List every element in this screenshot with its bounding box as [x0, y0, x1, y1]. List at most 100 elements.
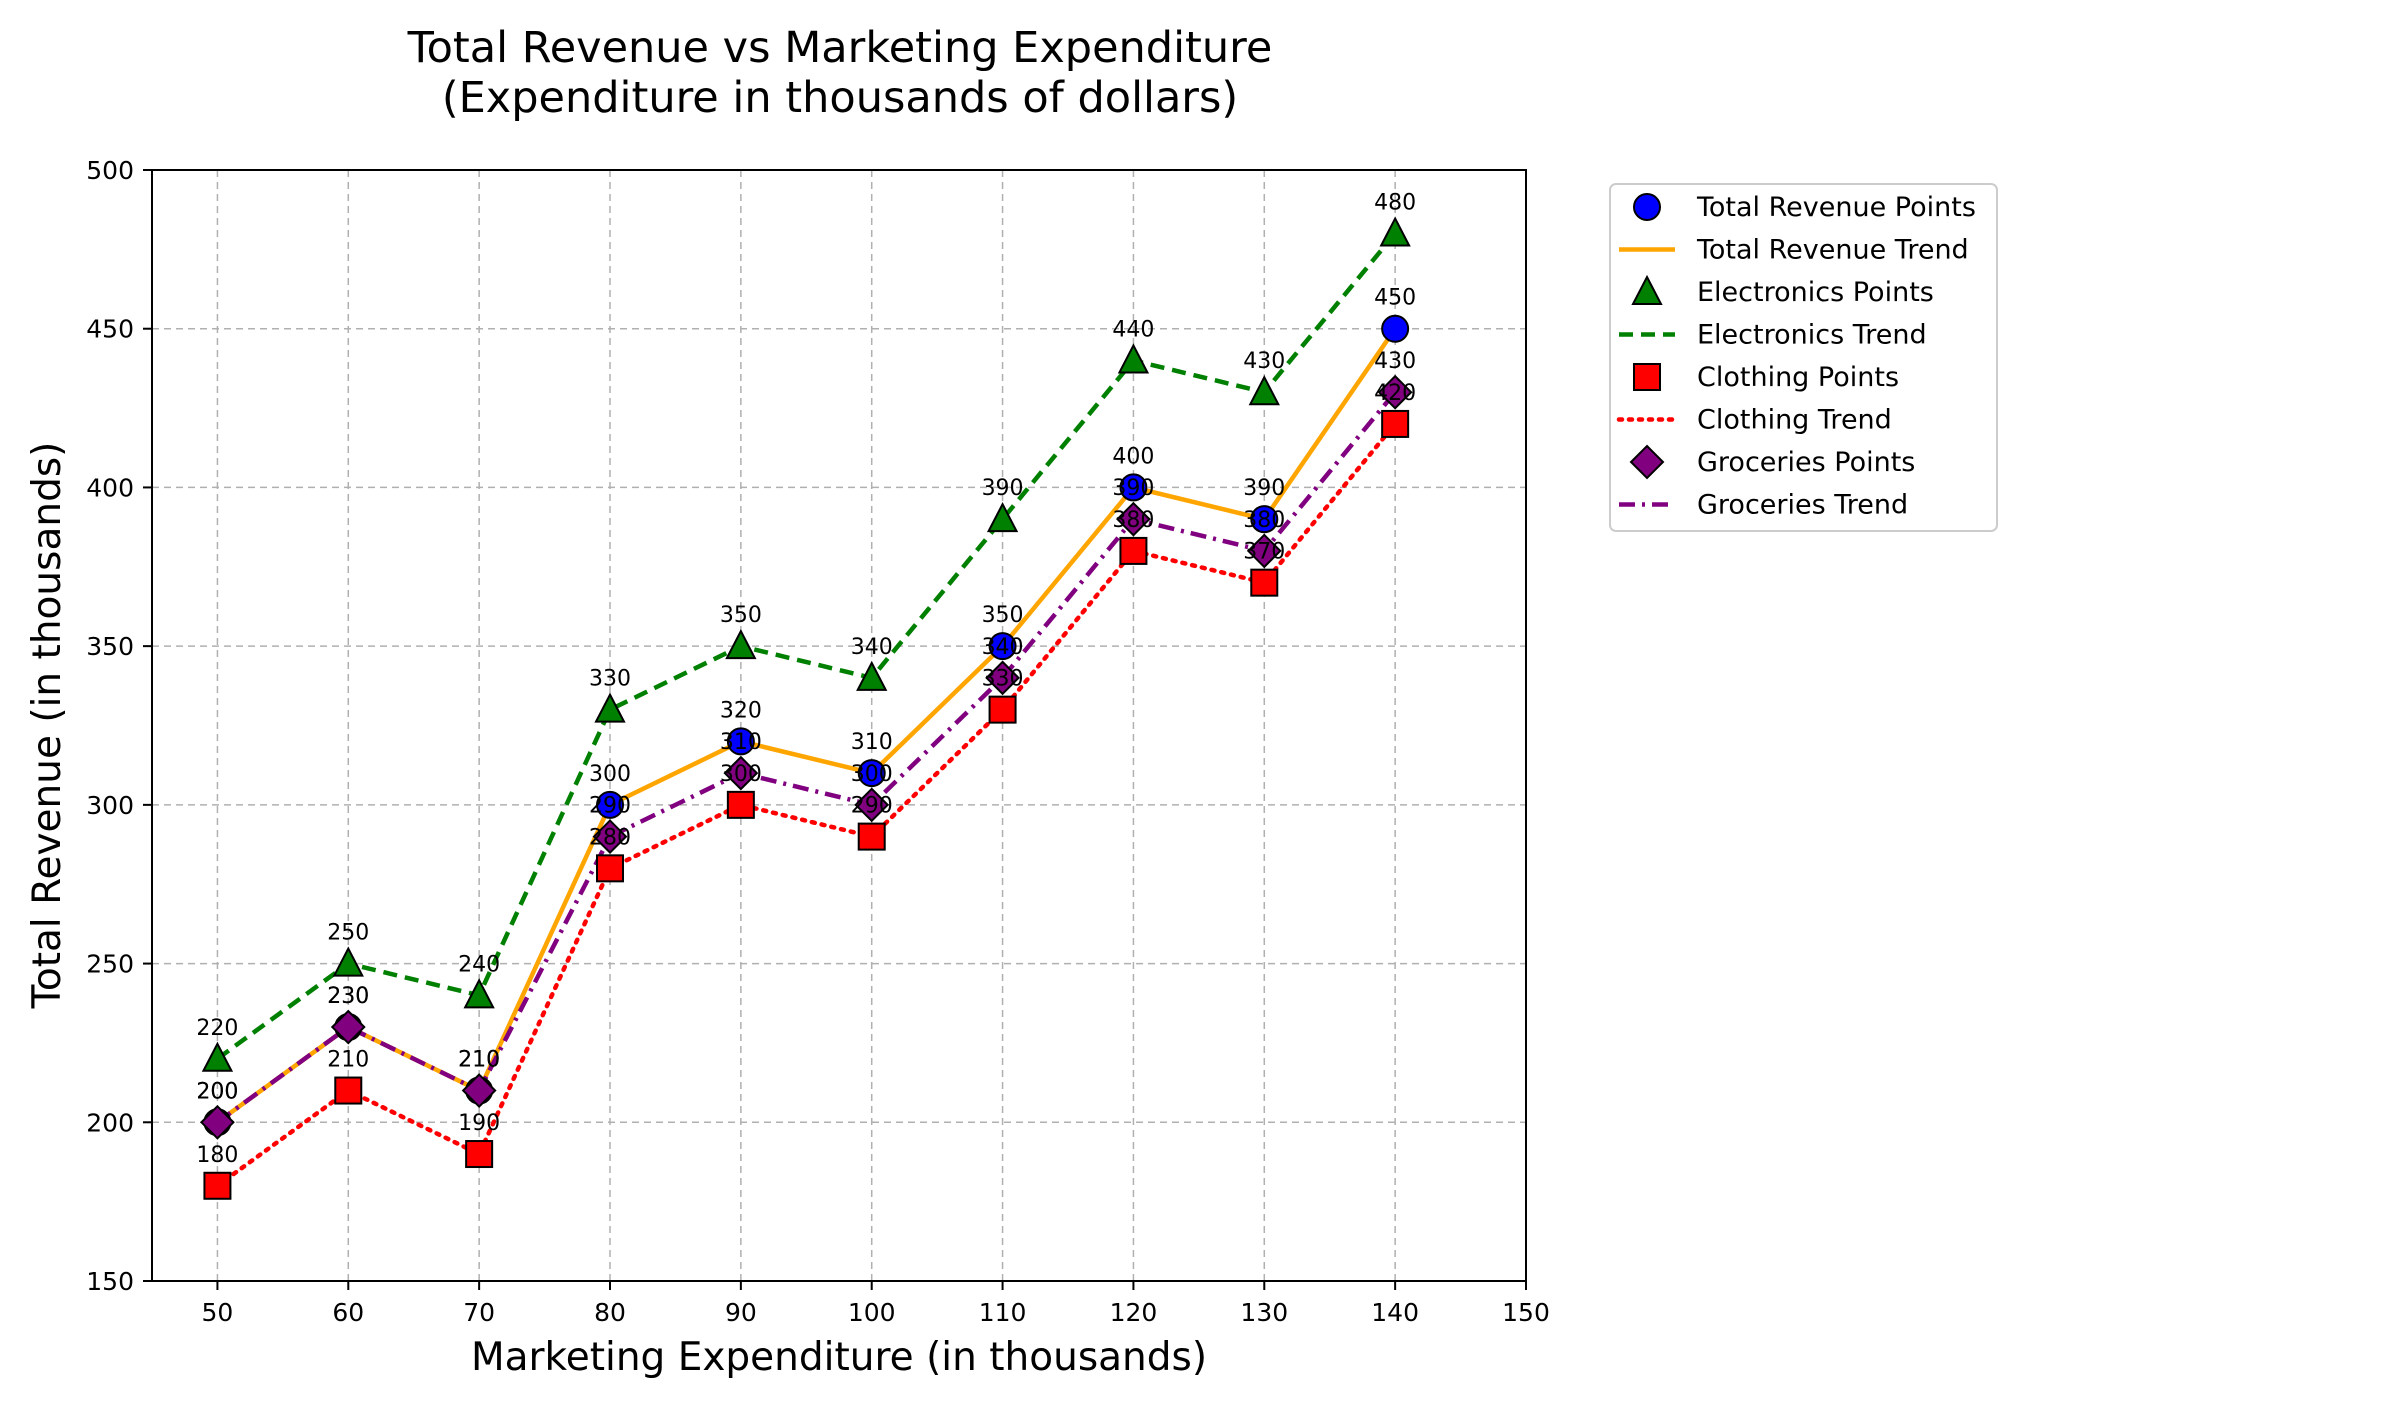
data-points: [200, 216, 1413, 1200]
legend-frame: [1609, 183, 1998, 532]
electronics-value-label: 220: [196, 1016, 238, 1041]
electronics-point: [725, 628, 757, 660]
total-revenue-point: [726, 727, 755, 756]
clothing-point: [857, 822, 886, 851]
x-tick-label: 110: [979, 1298, 1027, 1327]
total-revenue-value-label: 310: [851, 730, 893, 755]
x-tick-label: 50: [202, 1298, 234, 1327]
data-labels: 200 230 210 300 320 310 350 400 390 450 220 250 240 3…: [196, 190, 1416, 1167]
total-revenue-value-label: 390: [1243, 476, 1285, 501]
electronics-value-label: 350: [720, 603, 762, 628]
clothing-value-label: 290: [851, 794, 893, 819]
total-revenue-point: [857, 759, 886, 788]
groceries-value-label: 230: [327, 984, 369, 1009]
clothing-point: [1250, 568, 1279, 597]
clothing-point: [1381, 409, 1410, 438]
total-revenue-point: [596, 790, 624, 819]
groceries-point: [985, 660, 1020, 696]
groceries-value-label: 340: [982, 635, 1024, 660]
electronics-value-label: 330: [589, 667, 631, 692]
total-revenue-value-label: 210: [458, 1048, 500, 1073]
clothing-value-label: 330: [982, 667, 1024, 692]
legend: Total Revenue Points Total Revenue Trend E…: [1609, 183, 1998, 532]
groceries-value-label: 430: [1374, 349, 1416, 374]
x-tick-label: 70: [463, 1298, 495, 1327]
clothing-point: [203, 1171, 232, 1200]
chart-title-line-2: (Expenditure in thousands of dollars): [442, 73, 1238, 123]
clothing-value-label: 370: [1243, 540, 1285, 565]
x-tick-label: 150: [1502, 1298, 1550, 1327]
total-revenue-value-label: 230: [327, 984, 369, 1009]
groceries-value-label: 300: [851, 762, 893, 787]
groceries-value-label: 310: [720, 730, 762, 755]
y-tick-label: 450: [86, 315, 134, 344]
total-revenue-point: [1119, 473, 1148, 502]
x-tick-label: 60: [332, 1298, 364, 1327]
clothing-value-label: 280: [589, 825, 631, 850]
groceries-value-label: 210: [458, 1048, 500, 1073]
x-tick-label: 90: [725, 1298, 757, 1327]
electronics-point: [1379, 216, 1411, 247]
electronics-point: [201, 1041, 234, 1072]
groceries-point: [592, 819, 628, 855]
clothing-point: [1119, 536, 1148, 565]
electronics-point: [986, 501, 1019, 533]
groceries-point: [200, 1104, 235, 1140]
electronics-value-label: 480: [1374, 190, 1416, 215]
legend-electronics-trend-label: Electronics Trend: [1697, 320, 1927, 351]
total-revenue-value-label: 320: [720, 698, 762, 723]
clothing-point: [726, 790, 755, 819]
groceries-point: [330, 1009, 366, 1045]
electronics-value-label: 440: [1112, 317, 1154, 342]
y-tick-label: 250: [86, 950, 134, 979]
clothing-point: [334, 1076, 363, 1105]
total-revenue-value-label: 350: [982, 603, 1024, 628]
clothing-value-label: 420: [1374, 381, 1416, 406]
groceries-point: [1377, 374, 1413, 410]
groceries-value-label: 390: [1112, 476, 1154, 501]
electronics-trend-line: [216, 232, 1397, 1061]
clothing-value-label: 180: [196, 1143, 238, 1168]
clothing-point: [596, 854, 624, 883]
x-tick-label: 130: [1240, 1298, 1288, 1327]
clothing-trend-line: [215, 421, 1398, 1189]
electronics-value-label: 250: [327, 921, 369, 946]
y-axis-label: Total Revenue (in thousands): [25, 442, 70, 1010]
y-tick-label: 150: [86, 1267, 134, 1296]
groceries-point: [461, 1073, 497, 1108]
legend-clothing-points-marker: [1633, 363, 1661, 391]
total-revenue-point: [1381, 314, 1410, 343]
x-axis-label: Marketing Expenditure (in thousands): [471, 1335, 1207, 1380]
groceries-point: [1246, 533, 1282, 569]
plot-frame: [151, 169, 1527, 1282]
axis-ticks: 50 60 70 80 90 100 110 120 130 140 150 150 200 250 300…: [86, 156, 1550, 1327]
x-tick-label: 120: [1110, 1298, 1158, 1327]
legend-electronics-points-marker: [1631, 274, 1663, 305]
electronics-value-label: 430: [1243, 349, 1285, 374]
groceries-value-label: 380: [1243, 508, 1285, 533]
groceries-point: [1116, 501, 1151, 537]
electronics-value-label: 340: [851, 635, 893, 660]
clothing-value-label: 380: [1112, 508, 1154, 533]
electronics-value-label: 390: [982, 476, 1024, 501]
chart-title-line-1: Total Revenue vs Marketing Expenditure: [407, 23, 1273, 73]
electronics-point: [856, 660, 888, 691]
electronics-value-label: 240: [458, 952, 500, 977]
trend-lines: [215, 232, 1398, 1189]
clothing-value-label: 210: [327, 1048, 369, 1073]
groceries-value-label: 290: [589, 794, 631, 819]
y-tick-label: 300: [86, 791, 134, 820]
electronics-point: [1117, 343, 1150, 374]
legend-total-revenue-points-marker: [1633, 193, 1661, 221]
total-revenue-trend-line: [216, 327, 1397, 1125]
legend-groceries-points-marker: [1629, 444, 1665, 480]
legend-total-revenue-trend-label: Total Revenue Trend: [1696, 235, 1969, 266]
legend-groceries-points-label: Groceries Points: [1697, 447, 1915, 478]
total-revenue-value-label: 450: [1374, 286, 1416, 311]
y-tick-label: 350: [86, 632, 134, 661]
total-revenue-value-label: 300: [589, 762, 631, 787]
electronics-point: [1248, 375, 1280, 406]
clothing-value-label: 190: [458, 1111, 500, 1136]
legend-electronics-points-label: Electronics Points: [1697, 277, 1934, 308]
grid: [152, 169, 1527, 1282]
